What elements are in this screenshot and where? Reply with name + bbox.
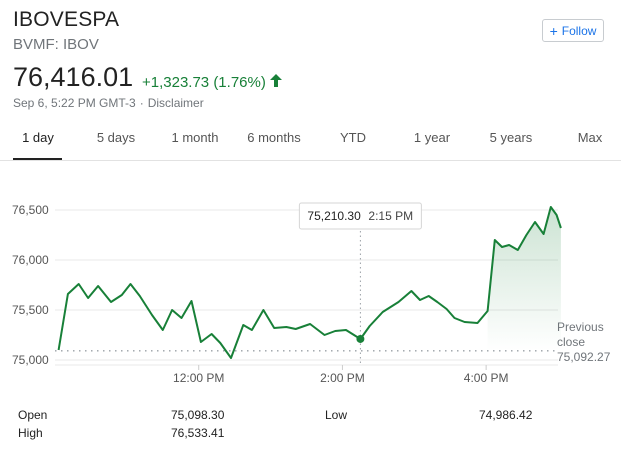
ytick-label-0: 76,500 (12, 203, 49, 217)
previous-close-label: Previous close (557, 320, 604, 349)
stat-high-label: High (18, 426, 43, 440)
above-close-area (487, 207, 561, 351)
tab-max[interactable]: Max (577, 130, 603, 145)
follow-label: Follow (561, 23, 597, 38)
up-arrow-icon (269, 74, 282, 91)
active-tab-indicator (13, 158, 62, 161)
stat-high-value: 76,533.41 (171, 426, 225, 440)
disclaimer-link[interactable]: Disclaimer (147, 96, 204, 110)
tab-1-year[interactable]: 1 year (413, 130, 451, 145)
tooltip-value: 75,210.30 (307, 209, 361, 223)
price-change: +1,323.73 (1.76%) (142, 74, 282, 91)
meta-separator: · (139, 96, 144, 110)
xtick-label-1: 2:00 PM (320, 371, 365, 385)
price-change-text: +1,323.73 (1.76%) (142, 74, 266, 91)
hover-tooltip: 75,210.30 2:15 PM (298, 202, 422, 230)
hover-point (356, 334, 365, 343)
tab-5-years[interactable]: 5 years (489, 130, 533, 145)
page-title: IBOVESPA (13, 8, 120, 31)
tab-1-month[interactable]: 1 month (171, 130, 219, 145)
stat-low-value: 74,986.42 (479, 408, 533, 422)
ytick-label-2: 75,500 (12, 303, 49, 317)
ytick-label-3: 75,000 (12, 353, 49, 367)
tabs-divider (0, 160, 621, 161)
stat-open-value: 75,098.30 (171, 408, 225, 422)
price-chart[interactable]: 76,500 76,000 75,500 75,000 12:00 PM 2:00 PM… (0, 195, 621, 395)
quote-meta: Sep 6, 5:22 PM GMT-3 · Disclaimer (13, 96, 204, 110)
stat-open-label: Open (18, 408, 48, 422)
xtick-label-2: 4:00 PM (464, 371, 509, 385)
tab-5-days[interactable]: 5 days (96, 130, 136, 145)
current-price: 76,416.01 (13, 62, 134, 92)
tooltip-box (298, 202, 422, 230)
tab-1-day[interactable]: 1 day (22, 130, 54, 145)
quote-timestamp: Sep 6, 5:22 PM GMT-3 (13, 96, 136, 110)
time-range-tabs: 1 day 5 days 1 month 6 months YTD 1 year… (0, 127, 621, 161)
ytick-label-1: 76,000 (12, 253, 49, 267)
follow-button[interactable]: + Follow (542, 19, 604, 42)
tab-ytd[interactable]: YTD (340, 130, 366, 145)
ticker-subtitle: BVMF: IBOV (13, 36, 99, 53)
previous-close-value: 75,092.27 (557, 350, 611, 364)
stat-low-label: Low (325, 408, 348, 422)
series-line-ibovespa (57, 206, 562, 359)
plus-icon: + (549, 22, 558, 39)
xtick-label-0: 12:00 PM (173, 371, 224, 385)
tab-6-months[interactable]: 6 months (247, 130, 301, 145)
tooltip-time: 2:15 PM (368, 209, 413, 223)
